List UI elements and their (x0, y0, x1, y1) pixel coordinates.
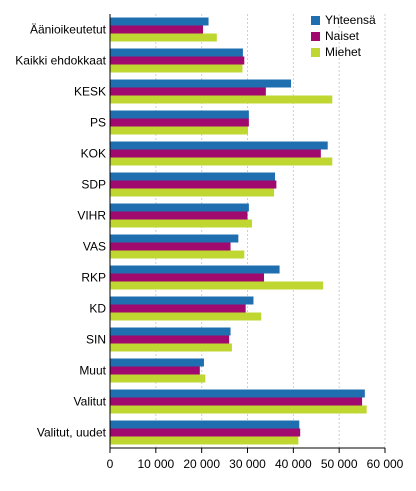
bar (110, 304, 246, 313)
bar (110, 397, 363, 406)
bar (110, 126, 248, 135)
x-tick-label: 40 000 (275, 457, 312, 471)
bar (110, 79, 292, 88)
bar (110, 157, 333, 166)
category-label: VAS (83, 240, 106, 254)
legend-label: Miehet (325, 45, 362, 59)
category-label: Kaikki ehdokkaat (15, 54, 106, 68)
bar (110, 110, 249, 119)
bar (110, 219, 253, 228)
legend: Yhteensä Naiset Miehet (311, 13, 376, 59)
category-label: SDP (81, 178, 106, 192)
bar (110, 87, 266, 96)
bar (110, 296, 254, 305)
x-tick-label: 20 000 (183, 457, 220, 471)
bar (110, 188, 275, 197)
bar (110, 265, 280, 274)
legend-swatch (311, 16, 320, 25)
legend-label: Yhteensä (325, 13, 376, 27)
category-label: PS (90, 116, 106, 130)
category-labels: Äänioikeutetut Kaikki ehdokkaat KESK PS KOK S… (15, 23, 106, 440)
bars (110, 17, 367, 445)
bar (110, 234, 239, 243)
bar (110, 211, 248, 220)
category-label: KD (89, 302, 106, 316)
category-label: RKP (81, 271, 106, 285)
bar (110, 242, 231, 251)
bar (110, 405, 367, 414)
x-axis: 0 10 000 20 000 30 000 40 000 50 000 60 000 (107, 14, 404, 471)
bar (110, 64, 243, 73)
bar (110, 33, 217, 42)
bar (110, 389, 365, 398)
bar (110, 25, 204, 34)
bar (110, 172, 275, 181)
category-label: Äänioikeutetut (30, 23, 107, 37)
bar (110, 17, 209, 26)
category-label: VIHR (77, 209, 106, 223)
bar (110, 48, 243, 57)
bar (110, 203, 249, 212)
x-tick-label: 10 000 (137, 457, 174, 471)
x-tick-label: 50 000 (321, 457, 358, 471)
bar (110, 149, 321, 158)
bar (110, 335, 230, 344)
bar (110, 141, 328, 150)
bar (110, 436, 299, 445)
bar (110, 343, 232, 352)
category-label: Muut (79, 364, 106, 378)
bar (110, 281, 324, 290)
bar (110, 420, 300, 429)
legend-label: Naiset (325, 29, 360, 43)
legend-swatch (311, 32, 320, 41)
bar (110, 374, 206, 383)
bar (110, 273, 264, 282)
bar (110, 312, 262, 321)
gridlines (155, 14, 386, 448)
category-label: SIN (86, 333, 106, 347)
bar (110, 180, 277, 189)
category-label: KESK (74, 85, 106, 99)
category-label: KOK (81, 147, 106, 161)
x-tick-label: 60 000 (367, 457, 404, 471)
bar (110, 95, 333, 104)
bar (110, 56, 245, 65)
legend-swatch (311, 48, 320, 57)
x-tick-label: 0 (107, 457, 114, 471)
x-tick-label: 30 000 (229, 457, 266, 471)
bar (110, 118, 249, 127)
category-label: Valitut, uudet (37, 426, 107, 440)
bar (110, 358, 204, 367)
category-label: Valitut (74, 395, 107, 409)
bar (110, 250, 245, 259)
bar (110, 366, 200, 375)
bar (110, 327, 231, 336)
bar (110, 428, 301, 437)
